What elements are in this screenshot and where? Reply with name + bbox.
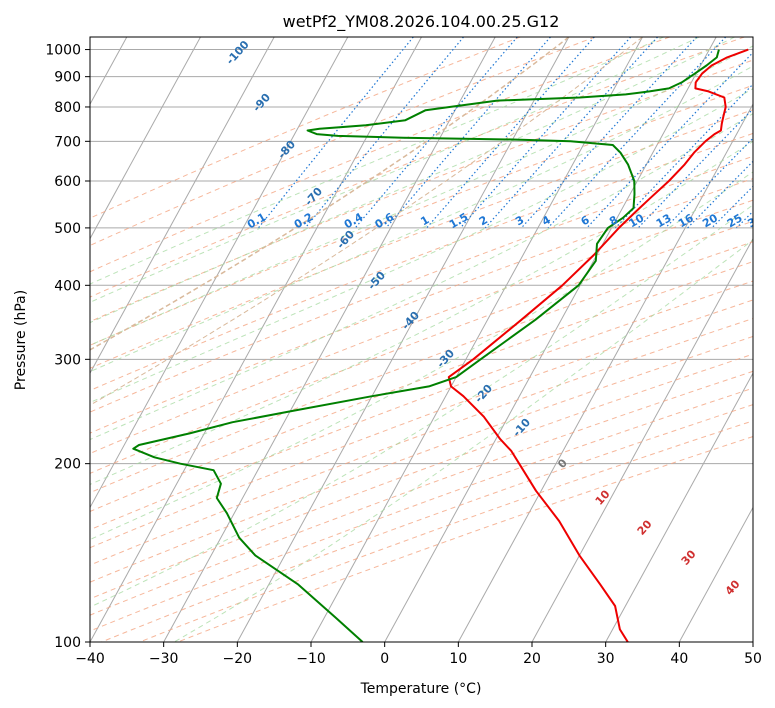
moist-adiabat — [90, 171, 753, 541]
dry-adiabat — [90, 109, 753, 369]
isotherm-line — [384, 37, 717, 642]
isotherm-line — [678, 506, 753, 642]
isotherm-line — [90, 37, 275, 375]
dry-adiabat — [90, 280, 753, 531]
dry-adiabat — [90, 220, 753, 474]
chart-title: wetPf2_YM08.2026.104.00.25.G12 — [283, 12, 560, 32]
y-tick-label: 600 — [54, 174, 81, 190]
mixing-ratio-line — [257, 37, 414, 229]
moist-adiabat-lines — [90, 37, 753, 642]
temperature-profile — [447, 48, 749, 642]
x-tick-label: 10 — [449, 651, 467, 667]
isotherm-line — [90, 37, 201, 240]
y-tick-label: 100 — [54, 635, 81, 651]
sounding-series — [132, 48, 749, 642]
y-axis: 100 200 300 400 500 600 700 800 900 1000 — [45, 43, 90, 651]
dry-adiabat — [90, 335, 753, 583]
mixing-ratio-line — [426, 37, 595, 229]
x-tick-label: −30 — [149, 651, 179, 667]
y-axis-title: Pressure (hPa) — [13, 290, 29, 390]
y-tick-label: 300 — [54, 352, 81, 368]
isotherm-line — [457, 103, 753, 642]
isotherm-line — [531, 237, 753, 642]
x-axis-title: Temperature (°C) — [360, 681, 482, 697]
isotherm-line — [90, 37, 422, 642]
x-tick-label: 50 — [744, 651, 762, 667]
isotherm-line — [310, 37, 643, 642]
dry-adiabat — [90, 37, 596, 247]
mixing-ratio-line — [687, 160, 753, 229]
moist-adiabat — [90, 45, 753, 346]
mixing-ratio-label: 30 — [745, 211, 765, 230]
x-tick-label: −40 — [75, 651, 105, 667]
reference-arc — [90, 37, 570, 351]
isotherm-lines — [90, 37, 753, 642]
isotherm-line — [605, 372, 753, 642]
y-tick-label: 400 — [54, 278, 81, 294]
dry-adiabat-lines — [90, 37, 753, 642]
y-tick-label: 900 — [54, 70, 81, 86]
x-tick-label: 0 — [380, 651, 389, 667]
moist-adiabat — [90, 113, 753, 441]
dry-adiabat — [90, 370, 753, 616]
x-tick-label: −20 — [223, 651, 253, 667]
y-tick-label: 200 — [54, 457, 81, 473]
dry-adiabat — [90, 317, 753, 566]
isotherm-line — [90, 37, 349, 509]
y-tick-label: 700 — [54, 134, 81, 150]
moist-adiabat — [90, 37, 700, 303]
x-tick-label: 20 — [523, 651, 541, 667]
dry-adiabat — [90, 178, 753, 434]
x-axis: −40 −30 −20 −10 0 10 20 30 40 50 — [75, 642, 762, 667]
y-tick-label: 500 — [54, 221, 81, 237]
dewpoint-profile — [132, 49, 720, 642]
x-tick-label: 30 — [597, 651, 615, 667]
dry-adiabat — [90, 132, 753, 392]
reference-arcs — [90, 37, 643, 406]
y-tick-label: 1000 — [45, 43, 81, 59]
dry-adiabat — [90, 59, 753, 323]
moist-adiabat — [90, 37, 664, 285]
x-tick-label: −10 — [296, 651, 326, 667]
mixing-ratio-line — [586, 51, 753, 229]
dry-adiabat — [90, 37, 745, 298]
mixing-ratio-line — [547, 37, 727, 229]
plot-frame — [89, 36, 754, 643]
reference-arc — [90, 37, 643, 406]
isotherm-line — [236, 37, 570, 642]
mixing-ratio-line — [460, 37, 632, 229]
x-tick-label: 40 — [670, 651, 688, 667]
mixing-ratio-line — [520, 37, 698, 229]
y-tick-label: 800 — [54, 100, 81, 116]
